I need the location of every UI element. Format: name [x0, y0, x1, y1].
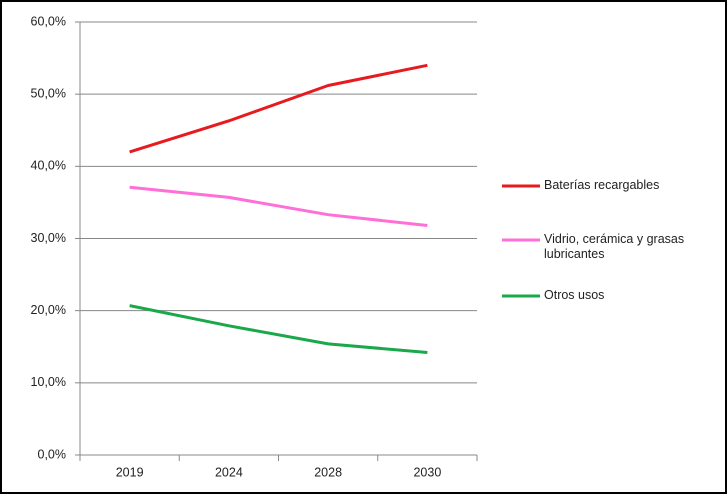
series-line	[129, 63, 428, 154]
x-tick-label: 2024	[215, 465, 243, 479]
y-tick-label: 60,0%	[31, 14, 66, 28]
y-tick-label: 30,0%	[31, 231, 66, 245]
series-line	[129, 185, 428, 228]
series-line	[129, 304, 428, 355]
x-tick-label: 2028	[314, 465, 342, 479]
x-tick-label: 2030	[413, 465, 441, 479]
y-tick-label: 40,0%	[31, 159, 66, 173]
legend-item: Otros usos	[544, 288, 605, 302]
y-tick-label: 50,0%	[31, 86, 66, 100]
legend-label: Otros usos	[544, 288, 605, 302]
y-tick-label: 0,0%	[38, 447, 67, 461]
legend-label: Baterías recargables	[544, 178, 660, 192]
legend-label: Vidrio, cerámica y grasas lubricantes	[544, 232, 685, 261]
y-tick-label: 10,0%	[31, 375, 66, 389]
y-tick-label: 20,0%	[31, 303, 66, 317]
x-tick-label: 2019	[116, 465, 144, 479]
legend-item: Vidrio, cerámica y grasas lubricantes	[544, 232, 685, 261]
legend-item: Baterías recargables	[544, 178, 660, 192]
